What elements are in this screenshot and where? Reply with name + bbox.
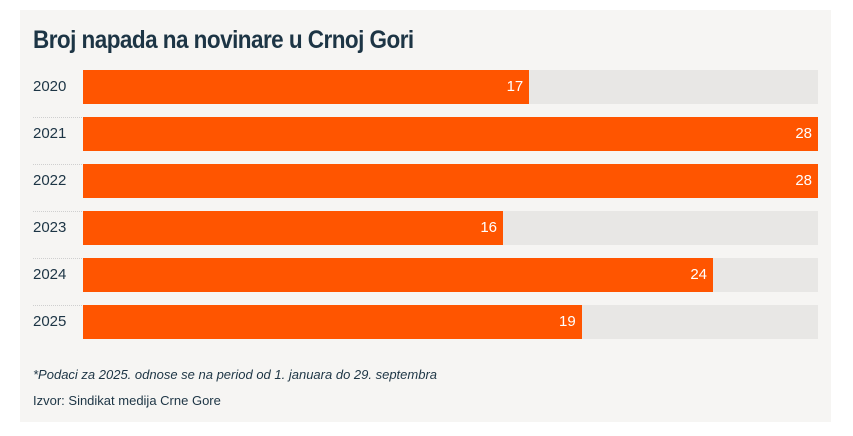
data-label: 28 (795, 125, 812, 142)
bar-track: 28 (83, 164, 818, 198)
bar-row: 2023 16 (33, 211, 818, 259)
data-label: 16 (480, 219, 497, 236)
bar-row: 2025 19 (33, 305, 818, 352)
bar-track: 28 (83, 117, 818, 151)
bar: 19 (83, 305, 582, 339)
bar: 28 (83, 164, 818, 198)
data-label: 19 (559, 313, 576, 330)
chart-source: Izvor: Sindikat medija Crne Gore (33, 393, 221, 408)
bar: 28 (83, 117, 818, 151)
bar-row: 2021 28 (33, 117, 818, 165)
category-label: 2022 (33, 172, 67, 189)
bar-track: 24 (83, 258, 818, 292)
chart-panel: Broj napada na novinare u Crnoj Gori 202… (20, 10, 831, 422)
category-label: 2021 (33, 125, 67, 142)
bar-row: 2024 24 (33, 258, 818, 306)
bar: 16 (83, 211, 503, 245)
bar-track: 16 (83, 211, 818, 245)
bar: 24 (83, 258, 713, 292)
chart-note: *Podaci za 2025. odnose se na period od … (33, 367, 438, 382)
bar-row: 2020 17 (33, 70, 818, 118)
bar-track: 19 (83, 305, 818, 339)
data-label: 17 (506, 78, 524, 95)
bar: 17 (83, 70, 530, 104)
category-label: 2023 (33, 219, 67, 236)
data-label: 28 (795, 172, 812, 189)
category-label: 2020 (33, 78, 67, 95)
bar-row: 2022 28 (33, 164, 818, 212)
bar-track: 17 (83, 70, 818, 104)
category-label: 2024 (33, 266, 67, 283)
category-label: 2025 (33, 313, 67, 330)
chart-title: Broj napada na novinare u Crnoj Gori (33, 26, 414, 54)
data-label: 24 (690, 266, 707, 283)
